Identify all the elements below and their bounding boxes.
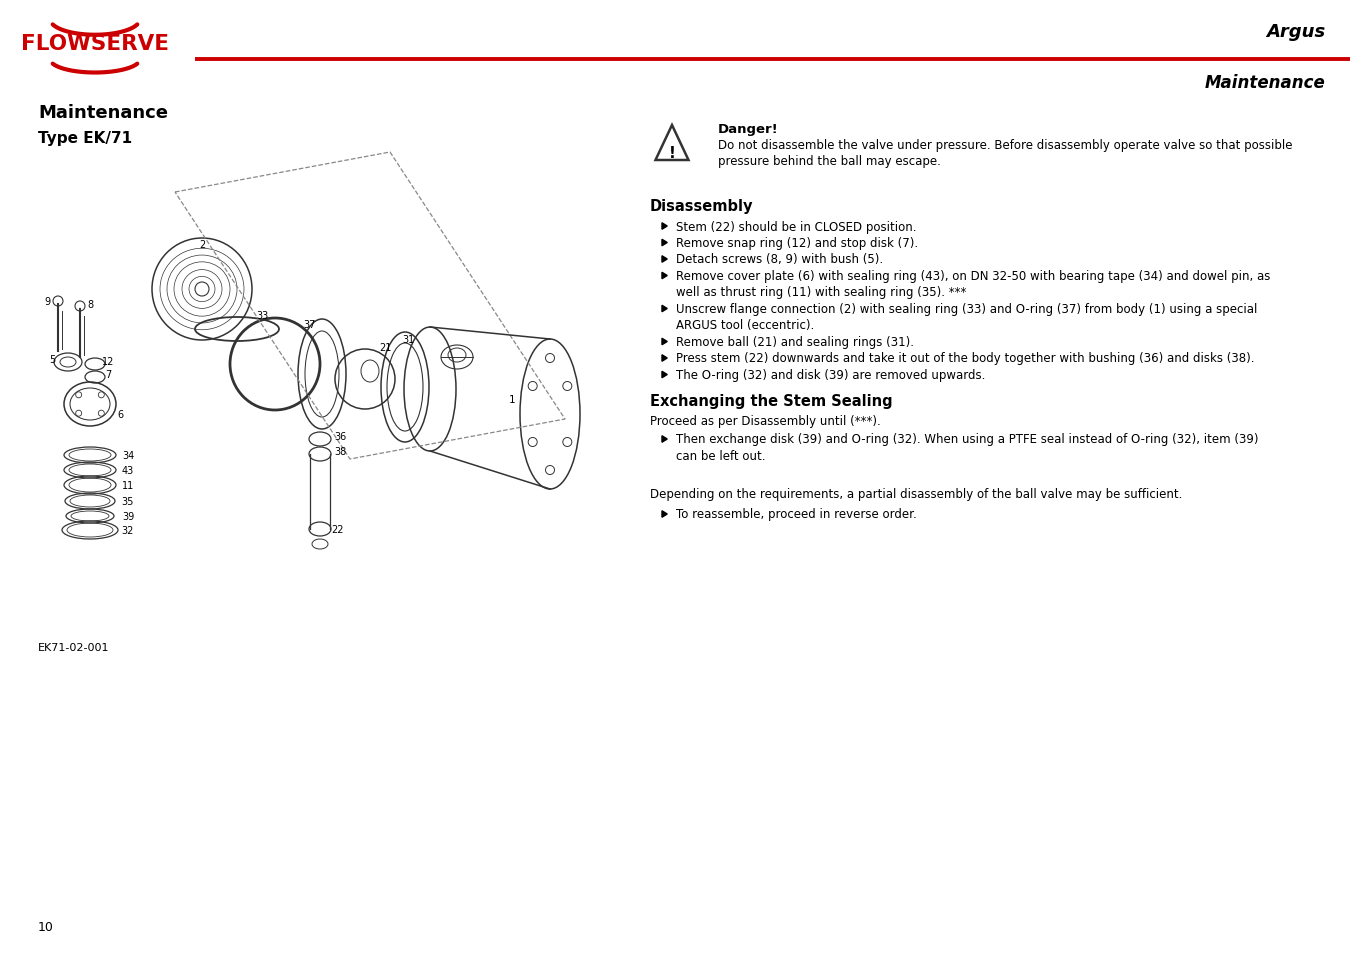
Polygon shape bbox=[662, 436, 667, 443]
Text: 43: 43 bbox=[122, 465, 134, 476]
Text: 34: 34 bbox=[122, 451, 134, 460]
Text: 31: 31 bbox=[402, 335, 414, 345]
Text: 7: 7 bbox=[105, 370, 111, 379]
Text: Exchanging the Stem Sealing: Exchanging the Stem Sealing bbox=[649, 395, 892, 409]
Text: 6: 6 bbox=[117, 410, 123, 419]
Text: 36: 36 bbox=[333, 432, 346, 441]
Polygon shape bbox=[662, 355, 667, 362]
Text: 11: 11 bbox=[122, 480, 134, 491]
Text: Depending on the requirements, a partial disassembly of the ball valve may be su: Depending on the requirements, a partial… bbox=[649, 488, 1183, 501]
Text: 1: 1 bbox=[509, 395, 516, 405]
Text: 35: 35 bbox=[122, 497, 134, 506]
Polygon shape bbox=[662, 240, 667, 247]
Text: Danger!: Danger! bbox=[718, 123, 779, 136]
Text: 2: 2 bbox=[198, 240, 205, 250]
Text: !: ! bbox=[668, 146, 675, 160]
Text: 22: 22 bbox=[332, 524, 344, 535]
Text: 10: 10 bbox=[38, 921, 54, 934]
Text: To reassemble, proceed in reverse order.: To reassemble, proceed in reverse order. bbox=[676, 508, 917, 521]
Text: Stem (22) should be in CLOSED position.: Stem (22) should be in CLOSED position. bbox=[676, 220, 917, 233]
Polygon shape bbox=[662, 273, 667, 279]
Polygon shape bbox=[662, 256, 667, 263]
Text: ARGUS tool (eccentric).: ARGUS tool (eccentric). bbox=[676, 319, 814, 333]
Text: Type EK/71: Type EK/71 bbox=[38, 131, 132, 146]
Text: EK71-02-001: EK71-02-001 bbox=[38, 642, 109, 652]
Text: Maintenance: Maintenance bbox=[1204, 74, 1324, 91]
Polygon shape bbox=[662, 306, 667, 313]
Text: FLOWSERVE: FLOWSERVE bbox=[22, 34, 169, 54]
Text: Do not disassemble the valve under pressure. Before disassembly operate valve so: Do not disassemble the valve under press… bbox=[718, 139, 1292, 152]
Text: pressure behind the ball may escape.: pressure behind the ball may escape. bbox=[718, 154, 941, 168]
Text: 37: 37 bbox=[304, 319, 316, 330]
Text: 21: 21 bbox=[379, 343, 391, 353]
Text: 38: 38 bbox=[333, 447, 346, 456]
Text: 9: 9 bbox=[45, 296, 50, 307]
Text: Maintenance: Maintenance bbox=[38, 104, 167, 122]
Polygon shape bbox=[662, 339, 667, 345]
Text: 12: 12 bbox=[101, 356, 115, 367]
Text: Remove cover plate (6) with sealing ring (43), on DN 32-50 with bearing tape (34: Remove cover plate (6) with sealing ring… bbox=[676, 270, 1270, 283]
Text: The O-ring (32) and disk (39) are removed upwards.: The O-ring (32) and disk (39) are remove… bbox=[676, 369, 986, 381]
Text: Then exchange disk (39) and O-ring (32). When using a PTFE seal instead of O-rin: Then exchange disk (39) and O-ring (32).… bbox=[676, 433, 1258, 446]
Text: Disassembly: Disassembly bbox=[649, 199, 753, 214]
Polygon shape bbox=[662, 372, 667, 378]
Polygon shape bbox=[662, 511, 667, 517]
Text: 32: 32 bbox=[122, 525, 134, 536]
Text: 39: 39 bbox=[122, 512, 134, 521]
Text: Proceed as per Disassembly until (***).: Proceed as per Disassembly until (***). bbox=[649, 416, 880, 428]
Text: well as thrust ring (11) with sealing ring (35). ***: well as thrust ring (11) with sealing ri… bbox=[676, 286, 967, 299]
Text: Remove snap ring (12) and stop disk (7).: Remove snap ring (12) and stop disk (7). bbox=[676, 236, 918, 250]
Text: Argus: Argus bbox=[1266, 23, 1324, 41]
Text: 5: 5 bbox=[49, 355, 55, 365]
Text: 8: 8 bbox=[86, 299, 93, 310]
Text: Unscrew flange connection (2) with sealing ring (33) and O-ring (37) from body (: Unscrew flange connection (2) with seali… bbox=[676, 303, 1257, 315]
Text: Remove ball (21) and sealing rings (31).: Remove ball (21) and sealing rings (31). bbox=[676, 335, 914, 349]
Text: Detach screws (8, 9) with bush (5).: Detach screws (8, 9) with bush (5). bbox=[676, 253, 883, 266]
Text: Press stem (22) downwards and take it out of the body together with bushing (36): Press stem (22) downwards and take it ou… bbox=[676, 352, 1254, 365]
Polygon shape bbox=[662, 224, 667, 230]
Text: 33: 33 bbox=[256, 311, 269, 320]
Text: can be left out.: can be left out. bbox=[676, 450, 765, 462]
